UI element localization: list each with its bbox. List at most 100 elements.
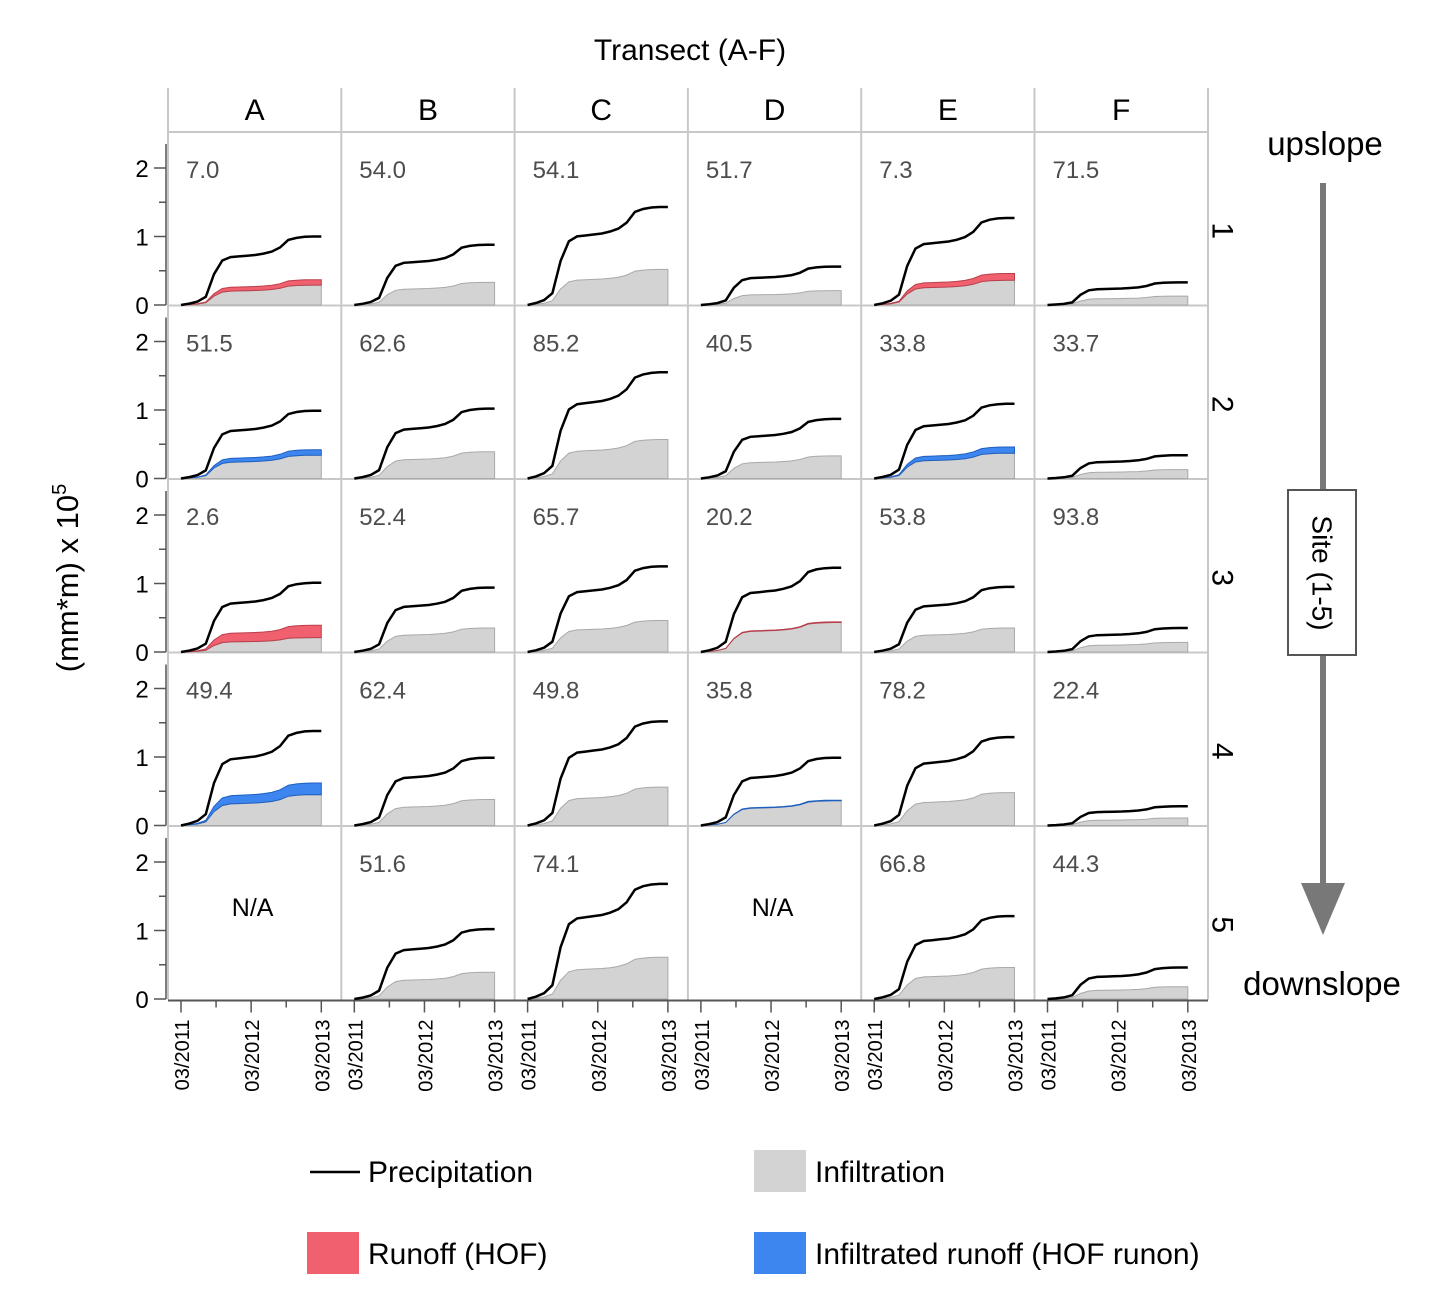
- x-tick-label: 03/2012: [1109, 1020, 1131, 1092]
- site-label-5: 5: [1206, 916, 1239, 933]
- runon-band: [180, 782, 322, 826]
- precipitation-line: [700, 417, 842, 480]
- infiltration-area: [1047, 986, 1189, 1000]
- precipitation-line: [527, 565, 668, 654]
- infiltration-area: [700, 622, 842, 653]
- panel-value-label: 53.8: [879, 504, 926, 531]
- panel-value-label: 33.7: [1053, 331, 1100, 358]
- y-tick-label: 0: [135, 640, 148, 667]
- chart-title: Transect (A-F): [594, 34, 786, 67]
- panel-e5: 66.8: [873, 851, 1015, 1001]
- panel-b5: 51.6: [354, 851, 496, 1001]
- legend-runoff-label: Runoff (HOF): [368, 1238, 548, 1271]
- panel-f5: 44.3: [1047, 851, 1189, 1001]
- x-tick-label: 03/2012: [935, 1020, 957, 1092]
- infiltration-area: [527, 786, 669, 826]
- y-tick-label: 2: [135, 156, 148, 183]
- panel-e1: 7.3: [873, 157, 1015, 307]
- precipitation-line: [354, 756, 495, 827]
- infiltration-area: [700, 290, 842, 306]
- precipitation-line: [527, 720, 668, 827]
- site-label-3: 3: [1206, 569, 1239, 586]
- panel-value-label: 51.7: [706, 157, 753, 184]
- panel-c2: 85.2: [527, 331, 669, 480]
- site-label-2: 2: [1206, 396, 1239, 413]
- y-tick-label: 1: [135, 572, 148, 599]
- site-label-1: 1: [1206, 222, 1239, 239]
- x-tick-label: 03/2012: [242, 1020, 264, 1092]
- panel-e2: 33.8: [873, 331, 1015, 480]
- x-tick-label: 03/2013: [832, 1020, 854, 1092]
- panel-c1: 54.1: [527, 157, 669, 307]
- infiltration-area: [527, 439, 669, 479]
- x-tick-label: 03/2013: [486, 1020, 508, 1092]
- precipitation-line: [873, 402, 1015, 480]
- precipitation-line: [180, 581, 322, 654]
- panel-c5: 74.1: [527, 851, 669, 1001]
- panel-a2: 51.5: [180, 331, 322, 480]
- precipitation-line: [527, 882, 668, 1001]
- site-axis-box: [1287, 489, 1357, 656]
- y-tick-label: 2: [135, 503, 148, 530]
- runoff-band: [700, 621, 842, 653]
- legend-precipitation-label: Precipitation: [368, 1156, 533, 1189]
- panel-value-label: 49.8: [533, 678, 580, 705]
- panel-value-label: 49.4: [186, 678, 233, 705]
- infiltration-area: [527, 620, 669, 653]
- panel-b3: 52.4: [354, 504, 496, 654]
- y-axis-label-text: (mm*m) x 10: [50, 495, 85, 672]
- transect-header-e: E: [938, 94, 958, 127]
- panel-value-label: 33.8: [879, 331, 926, 358]
- precipitation-line: [354, 243, 495, 307]
- precipitation-line: [700, 265, 842, 307]
- x-tick-label: 03/2011: [345, 1020, 367, 1091]
- panel-value-label: 35.8: [706, 678, 753, 705]
- x-tick-label: 03/2012: [415, 1020, 437, 1092]
- panel-value-label: 71.5: [1053, 157, 1100, 184]
- panel-value-label: 62.4: [359, 678, 406, 705]
- panel-d5: N/A: [752, 894, 794, 922]
- upslope-label: upslope: [1267, 125, 1383, 162]
- panel-f1: 71.5: [1047, 157, 1189, 307]
- precipitation-line: [180, 729, 322, 827]
- transect-header-a: A: [245, 94, 265, 127]
- panel-a5: N/A: [232, 894, 274, 922]
- panel-b2: 62.6: [354, 331, 496, 480]
- panel-a1: 7.0: [180, 157, 322, 307]
- y-axis-label-exponent: 5: [49, 484, 71, 495]
- y-tick-label: 1: [135, 919, 148, 946]
- precipitation-line: [1047, 626, 1188, 654]
- panel-b1: 54.0: [354, 157, 496, 307]
- precipitation-line: [873, 216, 1015, 307]
- x-tick-label: 03/2012: [589, 1020, 611, 1092]
- panel-d4: 35.8: [700, 678, 842, 827]
- panel-f4: 22.4: [1047, 678, 1189, 827]
- runon-band: [700, 799, 842, 826]
- infiltration-area: [874, 967, 1015, 1000]
- infiltration-area: [1047, 641, 1189, 653]
- infiltration-area: [874, 627, 1015, 653]
- panel-value-label: 54.1: [533, 157, 580, 184]
- runoff-band: [874, 273, 1015, 306]
- infiltration-area: [527, 268, 669, 306]
- precipitation-line: [180, 409, 322, 480]
- transect-header-f: F: [1112, 94, 1130, 127]
- panel-value-label: 40.5: [706, 331, 753, 358]
- precipitation-line: [354, 407, 495, 480]
- y-tick-label: 2: [135, 677, 148, 704]
- runoff-band: [180, 279, 322, 306]
- panel-d1: 51.7: [700, 157, 842, 307]
- precipitation-line: [874, 585, 1015, 654]
- site-arrow-head: [1301, 883, 1345, 935]
- infiltration-area: [700, 455, 842, 479]
- panel-value-label: 62.6: [359, 331, 406, 358]
- y-tick-label: 0: [135, 467, 148, 494]
- infiltration-area: [354, 627, 496, 653]
- site-label-4: 4: [1206, 743, 1239, 760]
- plot-area: A B C D E F 1 2 3 4 5 0 1 2 0 1 2 0 1 2 0 1 2 0 1 2 03/2011 03/2012…: [135, 88, 1239, 1092]
- infiltration-area: [1047, 295, 1189, 306]
- precipitation-line: [700, 566, 842, 654]
- panel-a3: 2.6: [180, 504, 322, 654]
- x-tick-label: 03/2011: [692, 1020, 714, 1091]
- precipitation-line: [354, 586, 495, 654]
